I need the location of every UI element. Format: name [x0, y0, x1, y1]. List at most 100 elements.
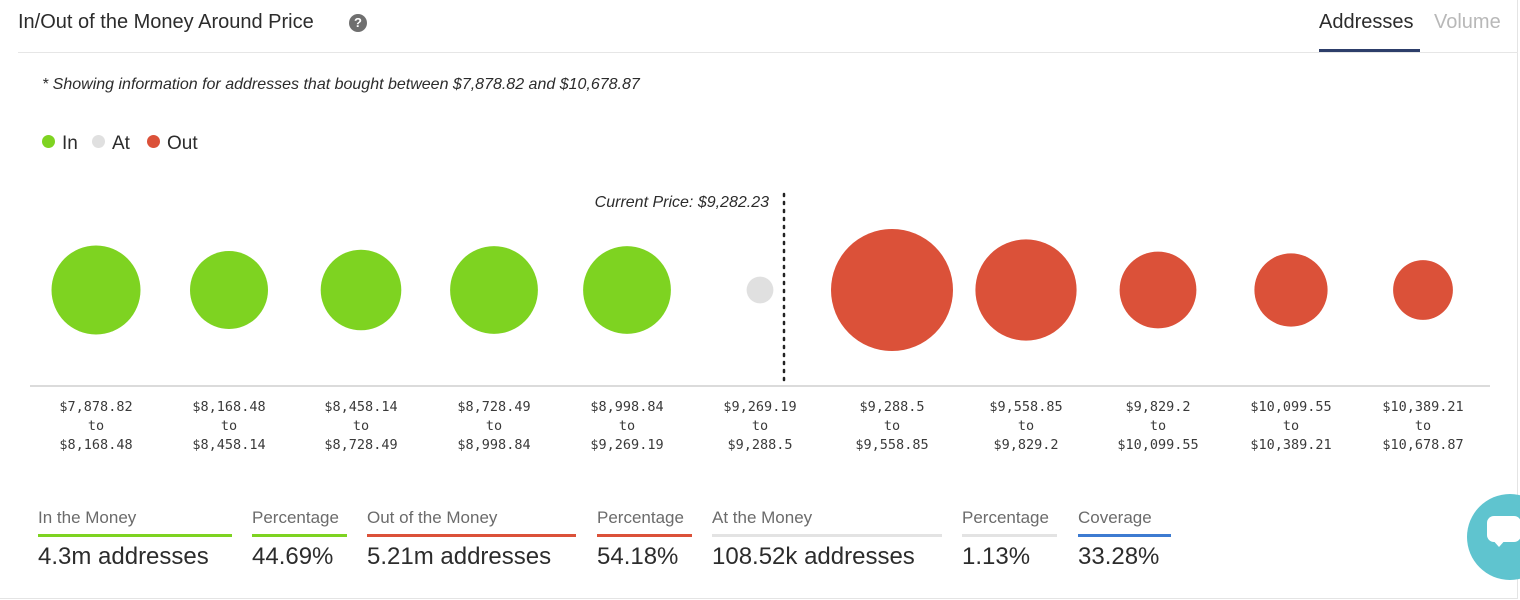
bubble-in-2[interactable]: [320, 249, 402, 331]
bucket-label-to-word: to: [883, 418, 901, 434]
bubble-out-10[interactable]: [1393, 260, 1453, 320]
bucket-label-from: $10,389.21: [1382, 399, 1464, 415]
bubble-in-1[interactable]: [190, 251, 268, 329]
stat-at-percentage: Percentage 1.13%: [962, 508, 1057, 571]
bubble-out-7[interactable]: [975, 239, 1077, 341]
card-header: In/Out of the Money Around Price ? Addre…: [0, 0, 1520, 52]
stat-value: 108.52k addresses: [712, 543, 915, 570]
current-price-annotation: Current Price: $9,282.23: [595, 194, 769, 211]
stat-label: Coverage: [1078, 508, 1152, 527]
bubble-series: [51, 229, 1453, 351]
stat-in-percentage: Percentage 44.69%: [252, 508, 347, 571]
stat-coverage: Coverage 33.28%: [1078, 508, 1171, 571]
bucket-label-to: $10,099.55: [1117, 437, 1199, 453]
stat-in-the-money: In the Money 4.3m addresses: [38, 508, 232, 571]
bucket-label-to-word: to: [1414, 418, 1432, 434]
bucket-label-from: $7,878.82: [59, 399, 133, 415]
bucket-label-to-word: to: [485, 418, 503, 434]
bucket-label-from: $10,099.55: [1250, 399, 1332, 415]
bubble-in-0[interactable]: [51, 245, 141, 335]
bubble-in-4[interactable]: [583, 246, 671, 334]
legend-label-out: Out: [167, 133, 198, 154]
bucket-label: $7,878.82 to $8,168.48: [31, 398, 161, 455]
stat-label: Percentage: [962, 508, 1049, 527]
bubble-chart: Current Price: $9,282.23: [30, 192, 1490, 387]
stat-underline: [1078, 534, 1171, 537]
active-tab-indicator: [1319, 49, 1420, 52]
chat-bubble-icon: [1487, 516, 1520, 542]
stat-at-the-money: At the Money 108.52k addresses: [712, 508, 942, 571]
bucket-label-to: $10,678.87: [1382, 437, 1464, 453]
page-title: In/Out of the Money Around Price: [18, 11, 314, 33]
legend-label-at: At: [112, 133, 130, 154]
stat-label: In the Money: [38, 508, 137, 527]
legend-swatch-out: [147, 135, 160, 149]
bucket-label-to: $8,168.48: [59, 437, 133, 453]
bucket-label: $9,558.85 to $9,829.2: [961, 398, 1091, 455]
stat-value: 5.21m addresses: [367, 543, 552, 570]
stat-value: 1.13%: [962, 543, 1031, 570]
bucket-label-to: $10,389.21: [1250, 437, 1332, 453]
stat-value: 44.69%: [252, 543, 334, 570]
bubble-out-8[interactable]: [1119, 251, 1197, 329]
bucket-label: $8,458.14 to $8,728.49: [296, 398, 426, 455]
bucket-label-from: $8,168.48: [192, 399, 266, 415]
legend-swatch-in: [42, 135, 55, 149]
stat-underline: [367, 534, 576, 537]
bucket-label-to: $9,269.19: [590, 437, 664, 453]
bucket-label-from: $9,288.5: [859, 399, 925, 415]
bucket-label-from: $8,998.84: [590, 399, 664, 415]
bucket-label: $9,829.2 to $10,099.55: [1093, 398, 1223, 455]
bucket-label-from: $8,728.49: [457, 399, 531, 415]
bucket-label-to-word: to: [1017, 418, 1035, 434]
stat-label: Percentage: [597, 508, 684, 527]
bubble-in-3[interactable]: [450, 246, 538, 334]
bucket-label-from: $9,558.85: [989, 399, 1063, 415]
bucket-label-from: $9,269.19: [723, 399, 797, 415]
bubble-out-9[interactable]: [1254, 253, 1328, 327]
legend-item-in[interactable]: In: [42, 133, 78, 155]
bucket-label-to-word: to: [1282, 418, 1300, 434]
bucket-label: $8,998.84 to $9,269.19: [562, 398, 692, 455]
bucket-label: $10,099.55 to $10,389.21: [1226, 398, 1356, 455]
bucket-label-from: $9,829.2: [1125, 399, 1191, 415]
stat-label: Percentage: [252, 508, 339, 527]
header-divider: [18, 52, 1518, 53]
bucket-label-to-word: to: [220, 418, 238, 434]
bucket-label-to-word: to: [87, 418, 105, 434]
bubble-at-5[interactable]: [746, 276, 774, 304]
stat-underline: [38, 534, 232, 537]
stat-value: 33.28%: [1078, 543, 1160, 570]
bucket-label-to: $8,728.49: [324, 437, 398, 453]
stat-label: At the Money: [712, 508, 813, 527]
tab-volume[interactable]: Volume: [1434, 11, 1501, 33]
tab-addresses[interactable]: Addresses: [1319, 11, 1414, 33]
bucket-label: $8,728.49 to $8,998.84: [429, 398, 559, 455]
bucket-label-to-word: to: [618, 418, 636, 434]
chat-bubble-tail: [1491, 538, 1507, 547]
help-icon[interactable]: ?: [349, 14, 367, 32]
stat-underline: [712, 534, 942, 537]
bucket-label-to-word: to: [352, 418, 370, 434]
bucket-label-to: $8,458.14: [192, 437, 266, 453]
stat-out-percentage: Percentage 54.18%: [597, 508, 692, 571]
legend-item-at[interactable]: At: [92, 133, 130, 155]
bucket-label-to: $9,558.85: [855, 437, 929, 453]
bucket-label-to: $9,288.5: [727, 437, 793, 453]
stat-underline: [597, 534, 692, 537]
bucket-label-to: $8,998.84: [457, 437, 531, 453]
legend-label-in: In: [62, 133, 78, 154]
bucket-label-to-word: to: [751, 418, 769, 434]
stat-underline: [962, 534, 1057, 537]
stat-label: Out of the Money: [367, 508, 498, 527]
legend-item-out[interactable]: Out: [147, 133, 198, 155]
bubble-out-6[interactable]: [831, 229, 953, 351]
stat-underline: [252, 534, 347, 537]
stat-out-of-the-money: Out of the Money 5.21m addresses: [367, 508, 576, 571]
stat-value: 4.3m addresses: [38, 543, 209, 570]
legend-swatch-at: [92, 135, 105, 149]
bucket-label-to-word: to: [1149, 418, 1167, 434]
stat-value: 54.18%: [597, 543, 679, 570]
bucket-label-from: $8,458.14: [324, 399, 398, 415]
